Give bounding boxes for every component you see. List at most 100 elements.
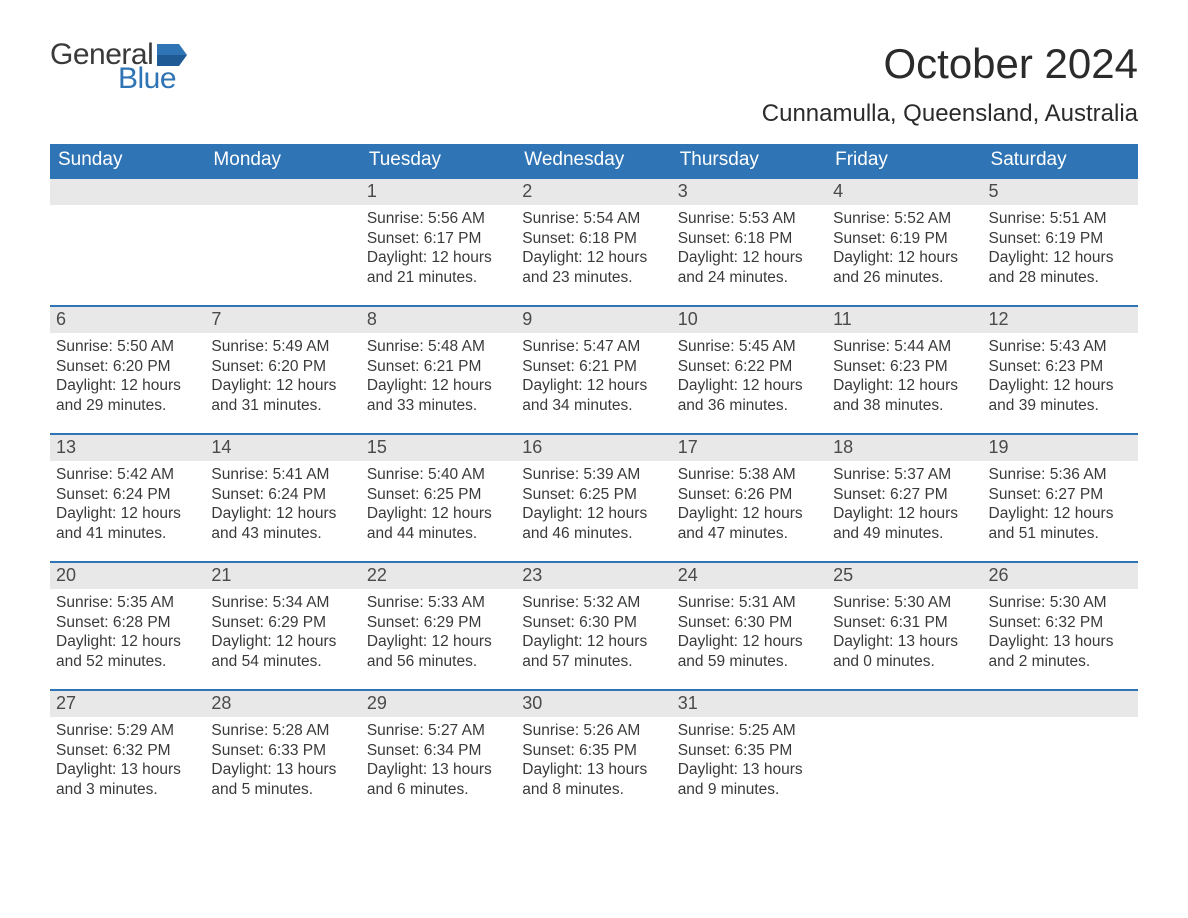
day-body: Sunrise: 5:45 AMSunset: 6:22 PMDaylight:… [672,333,827,418]
sunrise-text: Sunrise: 5:37 AM [833,465,976,485]
day-body: Sunrise: 5:49 AMSunset: 6:20 PMDaylight:… [205,333,360,418]
day-number: 9 [516,307,671,333]
sunset-text: Sunset: 6:18 PM [522,229,665,249]
day-body [983,717,1138,723]
daylight-text: Daylight: 12 hours and 23 minutes. [522,248,665,288]
calendar-week-row: 6Sunrise: 5:50 AMSunset: 6:20 PMDaylight… [50,306,1138,434]
header: General Blue October 2024 [50,40,1138,94]
calendar-cell: 25Sunrise: 5:30 AMSunset: 6:31 PMDayligh… [827,562,982,690]
sunset-text: Sunset: 6:20 PM [211,357,354,377]
day-number [205,179,360,205]
sunrise-text: Sunrise: 5:25 AM [678,721,821,741]
daylight-text: Daylight: 12 hours and 29 minutes. [56,376,199,416]
sunrise-text: Sunrise: 5:43 AM [989,337,1132,357]
daylight-text: Daylight: 12 hours and 24 minutes. [678,248,821,288]
day-body: Sunrise: 5:27 AMSunset: 6:34 PMDaylight:… [361,717,516,802]
daylight-text: Daylight: 13 hours and 8 minutes. [522,760,665,800]
day-number [827,691,982,717]
day-number: 24 [672,563,827,589]
sunrise-text: Sunrise: 5:42 AM [56,465,199,485]
day-number: 31 [672,691,827,717]
day-body: Sunrise: 5:50 AMSunset: 6:20 PMDaylight:… [50,333,205,418]
sunrise-text: Sunrise: 5:38 AM [678,465,821,485]
sunset-text: Sunset: 6:22 PM [678,357,821,377]
day-header: Wednesday [516,144,671,178]
day-body [205,205,360,211]
calendar-week-row: 20Sunrise: 5:35 AMSunset: 6:28 PMDayligh… [50,562,1138,690]
day-number: 15 [361,435,516,461]
sunrise-text: Sunrise: 5:36 AM [989,465,1132,485]
daylight-text: Daylight: 12 hours and 46 minutes. [522,504,665,544]
calendar-cell [50,178,205,306]
daylight-text: Daylight: 12 hours and 33 minutes. [367,376,510,416]
calendar-week-row: 13Sunrise: 5:42 AMSunset: 6:24 PMDayligh… [50,434,1138,562]
daylight-text: Daylight: 12 hours and 26 minutes. [833,248,976,288]
sunset-text: Sunset: 6:21 PM [522,357,665,377]
calendar-table: Sunday Monday Tuesday Wednesday Thursday… [50,144,1138,818]
calendar-cell: 6Sunrise: 5:50 AMSunset: 6:20 PMDaylight… [50,306,205,434]
sunset-text: Sunset: 6:28 PM [56,613,199,633]
day-number: 22 [361,563,516,589]
daylight-text: Daylight: 12 hours and 36 minutes. [678,376,821,416]
calendar-cell: 12Sunrise: 5:43 AMSunset: 6:23 PMDayligh… [983,306,1138,434]
brand-word-2: Blue [118,64,176,94]
sunset-text: Sunset: 6:24 PM [56,485,199,505]
calendar-cell: 19Sunrise: 5:36 AMSunset: 6:27 PMDayligh… [983,434,1138,562]
sunrise-text: Sunrise: 5:49 AM [211,337,354,357]
calendar-cell [205,178,360,306]
calendar-cell: 2Sunrise: 5:54 AMSunset: 6:18 PMDaylight… [516,178,671,306]
sunrise-text: Sunrise: 5:54 AM [522,209,665,229]
sunset-text: Sunset: 6:19 PM [989,229,1132,249]
page-title: October 2024 [883,40,1138,88]
sunset-text: Sunset: 6:24 PM [211,485,354,505]
sunset-text: Sunset: 6:32 PM [56,741,199,761]
sunset-text: Sunset: 6:30 PM [678,613,821,633]
day-number: 25 [827,563,982,589]
day-body: Sunrise: 5:32 AMSunset: 6:30 PMDaylight:… [516,589,671,674]
sunrise-text: Sunrise: 5:44 AM [833,337,976,357]
daylight-text: Daylight: 12 hours and 41 minutes. [56,504,199,544]
daylight-text: Daylight: 12 hours and 52 minutes. [56,632,199,672]
day-body: Sunrise: 5:51 AMSunset: 6:19 PMDaylight:… [983,205,1138,290]
day-body: Sunrise: 5:43 AMSunset: 6:23 PMDaylight:… [983,333,1138,418]
sunset-text: Sunset: 6:26 PM [678,485,821,505]
sunrise-text: Sunrise: 5:40 AM [367,465,510,485]
daylight-text: Daylight: 13 hours and 3 minutes. [56,760,199,800]
daylight-text: Daylight: 12 hours and 49 minutes. [833,504,976,544]
day-body: Sunrise: 5:25 AMSunset: 6:35 PMDaylight:… [672,717,827,802]
day-number: 29 [361,691,516,717]
day-header: Tuesday [361,144,516,178]
calendar-cell: 29Sunrise: 5:27 AMSunset: 6:34 PMDayligh… [361,690,516,818]
day-number: 17 [672,435,827,461]
day-body [827,717,982,723]
daylight-text: Daylight: 12 hours and 39 minutes. [989,376,1132,416]
day-body [50,205,205,211]
day-body: Sunrise: 5:34 AMSunset: 6:29 PMDaylight:… [205,589,360,674]
daylight-text: Daylight: 12 hours and 43 minutes. [211,504,354,544]
calendar-cell: 30Sunrise: 5:26 AMSunset: 6:35 PMDayligh… [516,690,671,818]
sunset-text: Sunset: 6:25 PM [522,485,665,505]
daylight-text: Daylight: 12 hours and 28 minutes. [989,248,1132,288]
sunrise-text: Sunrise: 5:30 AM [989,593,1132,613]
sunset-text: Sunset: 6:27 PM [989,485,1132,505]
day-number: 3 [672,179,827,205]
sunrise-text: Sunrise: 5:31 AM [678,593,821,613]
daylight-text: Daylight: 12 hours and 51 minutes. [989,504,1132,544]
day-number: 5 [983,179,1138,205]
day-body: Sunrise: 5:31 AMSunset: 6:30 PMDaylight:… [672,589,827,674]
day-body: Sunrise: 5:36 AMSunset: 6:27 PMDaylight:… [983,461,1138,546]
calendar-cell: 23Sunrise: 5:32 AMSunset: 6:30 PMDayligh… [516,562,671,690]
sunrise-text: Sunrise: 5:53 AM [678,209,821,229]
day-number: 21 [205,563,360,589]
calendar-cell: 22Sunrise: 5:33 AMSunset: 6:29 PMDayligh… [361,562,516,690]
day-number: 19 [983,435,1138,461]
day-number: 16 [516,435,671,461]
brand-logo: General Blue [50,40,187,94]
day-body: Sunrise: 5:44 AMSunset: 6:23 PMDaylight:… [827,333,982,418]
sunset-text: Sunset: 6:25 PM [367,485,510,505]
day-number: 20 [50,563,205,589]
day-number: 12 [983,307,1138,333]
calendar-cell: 28Sunrise: 5:28 AMSunset: 6:33 PMDayligh… [205,690,360,818]
day-body: Sunrise: 5:53 AMSunset: 6:18 PMDaylight:… [672,205,827,290]
calendar-cell: 17Sunrise: 5:38 AMSunset: 6:26 PMDayligh… [672,434,827,562]
